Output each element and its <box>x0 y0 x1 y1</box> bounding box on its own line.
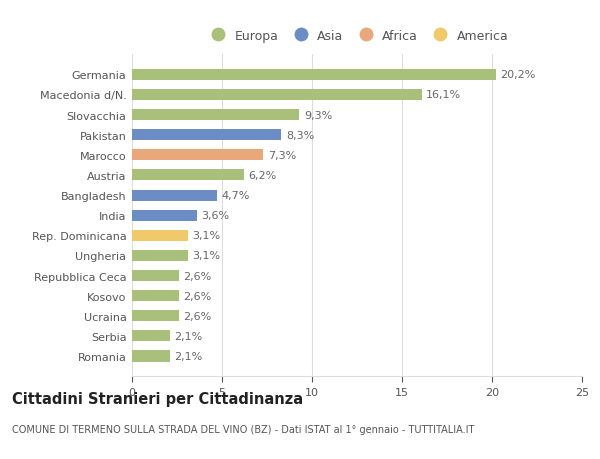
Text: 3,6%: 3,6% <box>202 211 229 221</box>
Bar <box>132 291 179 302</box>
Bar <box>132 351 170 362</box>
Bar <box>132 110 299 121</box>
Text: 20,2%: 20,2% <box>500 70 535 80</box>
Bar <box>132 250 188 262</box>
Bar <box>132 190 217 201</box>
Bar <box>132 311 179 322</box>
Text: 6,2%: 6,2% <box>248 171 277 180</box>
Bar <box>132 90 422 101</box>
Bar <box>132 170 244 181</box>
Text: 2,1%: 2,1% <box>175 351 203 361</box>
Bar <box>132 130 281 141</box>
Bar <box>132 70 496 81</box>
Text: 2,6%: 2,6% <box>184 271 212 281</box>
Text: 3,1%: 3,1% <box>193 231 220 241</box>
Text: 8,3%: 8,3% <box>286 130 314 140</box>
Text: 16,1%: 16,1% <box>426 90 461 100</box>
Text: 3,1%: 3,1% <box>193 251 220 261</box>
Bar <box>132 210 197 221</box>
Text: 9,3%: 9,3% <box>304 110 332 120</box>
Text: 2,6%: 2,6% <box>184 311 212 321</box>
Text: COMUNE DI TERMENO SULLA STRADA DEL VINO (BZ) - Dati ISTAT al 1° gennaio - TUTTIT: COMUNE DI TERMENO SULLA STRADA DEL VINO … <box>12 424 475 434</box>
Text: Cittadini Stranieri per Cittadinanza: Cittadini Stranieri per Cittadinanza <box>12 391 303 406</box>
Bar <box>132 270 179 281</box>
Legend: Europa, Asia, Africa, America: Europa, Asia, Africa, America <box>206 29 508 42</box>
Text: 2,6%: 2,6% <box>184 291 212 301</box>
Bar <box>132 330 170 341</box>
Bar <box>132 150 263 161</box>
Text: 4,7%: 4,7% <box>221 190 250 201</box>
Text: 7,3%: 7,3% <box>268 151 296 161</box>
Text: 2,1%: 2,1% <box>175 331 203 341</box>
Bar <box>132 230 188 241</box>
